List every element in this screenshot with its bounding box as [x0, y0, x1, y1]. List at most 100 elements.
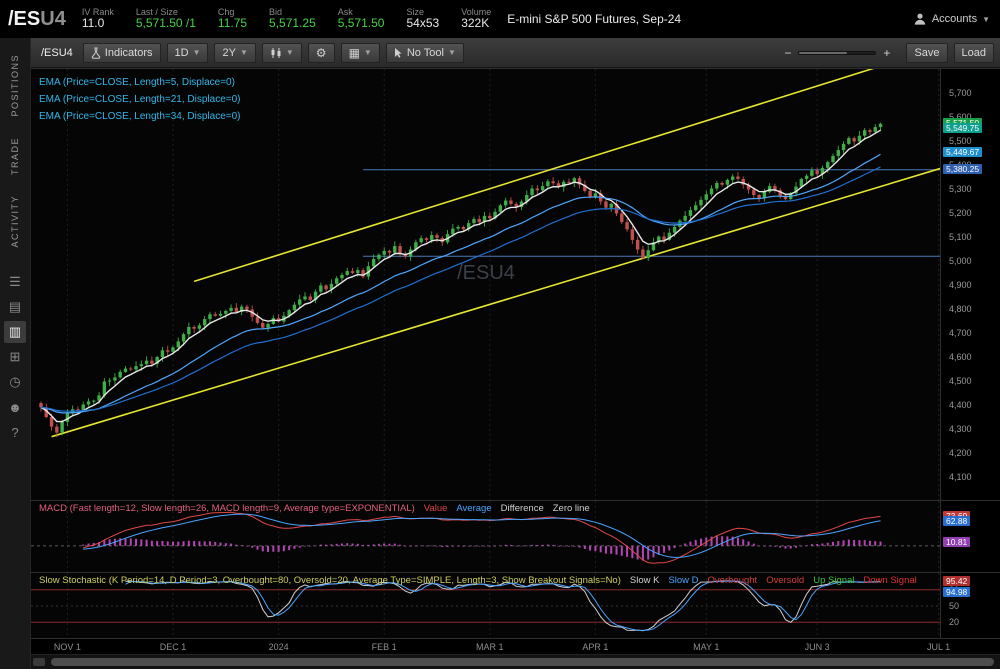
sidebar-tab-positions[interactable]: POSITIONS — [10, 54, 20, 117]
price-tick: 5,500 — [949, 136, 972, 146]
zoom-control: − + — [782, 46, 892, 60]
community-icon[interactable]: ☻ — [8, 399, 22, 415]
chart-toolbar: /ESU4 Indicators 1D ▼ 2Y ▼ ▼ — [31, 38, 1000, 68]
time-tick-2024: 2024 — [268, 642, 289, 652]
cursor-icon — [394, 48, 402, 58]
quote-field-iv-rank: IV Rank 11.0 — [82, 7, 114, 31]
quote-field-bid: Bid 5,571.25 — [269, 7, 316, 31]
stoch-level-20: 20 — [949, 617, 960, 628]
header: /ES U4 IV Rank 11.0 Last / Size 5,571.50 /1 C… — [0, 0, 1000, 38]
price-tick: 5,600 — [949, 112, 972, 122]
quote-field-value: 11.75 — [217, 16, 248, 31]
price-tick: 4,100 — [949, 472, 972, 482]
stochastic-chart[interactable] — [31, 573, 941, 638]
price-tick: 4,400 — [949, 400, 972, 410]
hline-value-bubble: 5,380.25 — [943, 163, 983, 174]
quote-field-label: Ask — [337, 6, 353, 17]
horizontal-scrollbar[interactable] — [31, 654, 1000, 669]
price-tick: 5,300 — [949, 184, 972, 194]
time-tick-jul-1: JUL 1 — [927, 642, 951, 652]
macd-legend: Value Average Difference Zero line — [424, 503, 590, 514]
load-button[interactable]: Load — [953, 42, 994, 63]
zoom-slider[interactable] — [798, 50, 877, 55]
contract-description: E-mini S&P 500 Futures, Sep-24 — [507, 12, 682, 26]
grid-icon: ▦ — [348, 45, 360, 60]
apps-grid-icon[interactable]: ⊞ — [9, 349, 21, 365]
price-tick: 4,500 — [949, 376, 972, 386]
macd-difference-bubble: 10.81 — [943, 536, 971, 547]
aggregation-value: 1D — [174, 46, 189, 59]
price-tick: 4,300 — [949, 424, 972, 434]
save-button[interactable]: Save — [906, 42, 948, 63]
drawing-tool-dropdown[interactable]: No Tool ▼ — [385, 42, 464, 63]
price-tick: 5,200 — [949, 208, 972, 218]
legend-overbought: Overbought — [707, 575, 758, 586]
quote-field-chg: Chg 11.75 — [218, 7, 247, 31]
study-labels: EMA (Price=CLOSE, Length=5, Displace=0) E… — [39, 74, 241, 125]
quote-field-value: 11.0 — [81, 16, 105, 31]
quote-field-value: 54x53 — [406, 16, 440, 31]
legend-zero-line: Zero line — [552, 503, 590, 514]
time-tick-apr-1: APR 1 — [582, 642, 609, 652]
ema-study-label: EMA (Price=CLOSE, Length=21, Displace=0) — [39, 94, 241, 105]
gear-icon: ⚙ — [315, 45, 327, 60]
last-price-bubble: 5,571.50 — [943, 117, 983, 128]
range-dropdown[interactable]: 2Y ▼ — [214, 42, 256, 63]
chevron-down-icon: ▼ — [982, 14, 990, 24]
stochastic-title: Slow Stochastic (K Period=14, D Period=3… — [39, 575, 621, 586]
legend-slow-k: Slow K — [629, 575, 660, 586]
price-axis[interactable]: 5,7005,6005,5005,4005,3005,2005,1005,000… — [940, 69, 1000, 500]
price-pane: /ESU4 EMA (Price=CLOSE, Length=5, Displa… — [31, 68, 1000, 500]
quote-field-value: 5,571.50 /1 — [135, 16, 196, 31]
sidebar-icons: ☰ ▤ ▥ ⊞ ◷ ☻? — [4, 271, 26, 443]
history-clock-icon[interactable]: ◷ — [9, 374, 21, 390]
stochastic-pane: Slow Stochastic (K Period=14, D Period=3… — [31, 572, 1000, 638]
time-tick-jun-3: JUN 3 — [804, 642, 830, 652]
quote-field-last-size: Last / Size 5,571.50 /1 — [136, 7, 196, 31]
price-chart[interactable]: /ESU4 — [31, 69, 941, 500]
zoom-slider-fill — [799, 51, 847, 54]
legend-up-signal: Up Signal — [813, 575, 855, 586]
price-tick: 4,800 — [949, 304, 972, 314]
aggregation-dropdown[interactable]: 1D ▼ — [166, 42, 209, 63]
help-icon[interactable]: ? — [11, 424, 19, 440]
accounts-person-icon — [914, 13, 926, 25]
watchlist-icon[interactable]: ☰ — [9, 274, 21, 290]
scroll-left-button[interactable] — [33, 658, 45, 666]
accounts-label: Accounts — [931, 13, 978, 25]
flask-icon — [91, 47, 101, 59]
indicators-button[interactable]: Indicators — [82, 42, 161, 63]
quote-field-label: Chg — [217, 6, 235, 17]
price-tick: 5,000 — [949, 256, 972, 266]
chevron-down-icon: ▼ — [363, 48, 372, 57]
legend-down-signal: Down Signal — [863, 575, 917, 586]
price-tick: 4,900 — [949, 280, 972, 290]
chart-icon[interactable]: ▥ — [4, 321, 26, 344]
chart-symbol-field[interactable]: /ESU4 — [41, 46, 73, 59]
grid-layout-button[interactable]: ▦ ▼ — [340, 42, 380, 63]
accounts-menu[interactable]: Accounts ▼ — [913, 12, 990, 26]
price-tick: 4,200 — [949, 448, 972, 458]
orders-icon[interactable]: ▤ — [8, 299, 22, 315]
macd-chart[interactable] — [31, 501, 941, 572]
sidebar-tab-trade[interactable]: TRADE — [10, 136, 20, 175]
time-tick-feb-1: FEB 1 — [371, 642, 397, 652]
legend-difference: Difference — [500, 503, 544, 514]
body-row: POSITIONS TRADE ACTIVITY ☰ ▤ ▥ ⊞ ◷ ☻? /ESU4 Ind… — [0, 38, 1000, 669]
time-tick-mar-1: MAR 1 — [476, 642, 504, 652]
sidebar-tabs: POSITIONS TRADE ACTIVITY — [10, 44, 20, 257]
range-value: 2Y — [222, 46, 236, 59]
quote-field-label: Size — [406, 6, 424, 17]
quote-fields: IV Rank 11.0 Last / Size 5,571.50 /1 Chg 11.7… — [82, 7, 491, 31]
ema5-value-bubble: 5,549.75 — [943, 123, 983, 134]
candlestick-icon — [271, 47, 281, 58]
zoom-out-button[interactable]: − — [784, 45, 792, 60]
chart-style-button[interactable]: ▼ — [261, 42, 302, 63]
scrollbar-handle[interactable] — [51, 658, 994, 666]
price-tick: 4,700 — [949, 328, 972, 338]
chart-settings-button[interactable]: ⚙ — [307, 42, 335, 63]
tool-label: No Tool — [406, 46, 444, 59]
sidebar-tab-activity[interactable]: ACTIVITY — [10, 194, 20, 248]
zoom-in-button[interactable]: + — [883, 45, 891, 60]
